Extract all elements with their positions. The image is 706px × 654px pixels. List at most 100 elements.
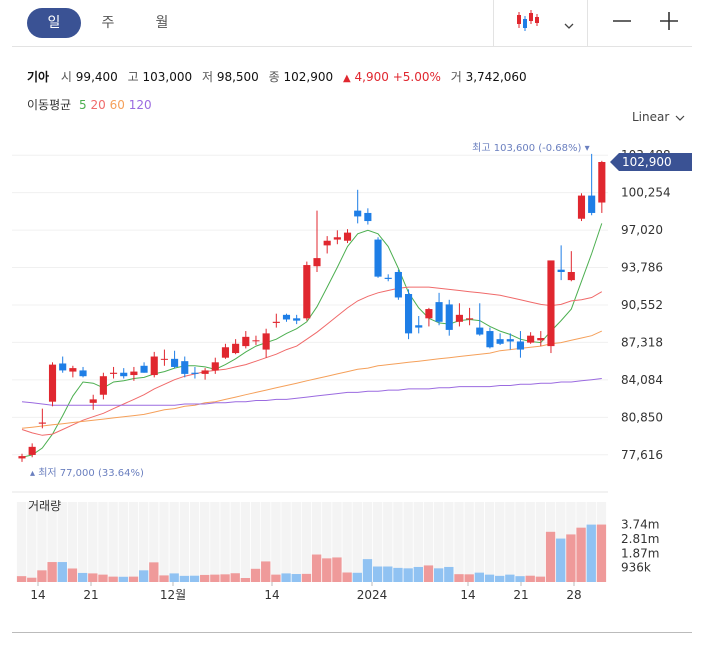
volume-title: 거래량 xyxy=(28,499,61,513)
zoom-out-button[interactable] xyxy=(607,8,637,38)
volume-bg xyxy=(291,502,301,582)
x-tick-label: 14 xyxy=(460,588,475,602)
moving-average-legend[interactable]: 이동평균 5 20 60 120 xyxy=(27,96,152,113)
tab-weekly[interactable]: 주 xyxy=(101,15,115,31)
candle-body xyxy=(48,364,57,402)
volume-bar xyxy=(403,568,413,582)
candle-body xyxy=(435,302,443,322)
ma120-label: 120 xyxy=(128,98,152,112)
volume-bar xyxy=(149,562,159,582)
candle-body xyxy=(262,333,270,350)
volume-bar xyxy=(362,559,373,582)
volume-bar xyxy=(67,568,78,582)
ma20-label: 20 xyxy=(90,98,106,112)
scale-select[interactable]: Linear xyxy=(632,110,685,124)
candle-body xyxy=(496,339,504,344)
volume-bar xyxy=(250,568,261,582)
volume-bg xyxy=(138,502,149,582)
volume-bg xyxy=(495,502,505,582)
volume-tick-label: 936k xyxy=(621,561,651,575)
candle xyxy=(18,453,26,462)
candle xyxy=(343,229,352,244)
candle-body xyxy=(547,260,555,347)
volume-bar xyxy=(454,574,464,582)
y-tick-label: 100,254 xyxy=(621,186,671,200)
chevron-down-icon xyxy=(675,110,685,124)
candle-body xyxy=(38,422,46,424)
candle xyxy=(425,307,433,327)
volume-tick-label: 2.81m xyxy=(621,532,659,546)
volume-bg xyxy=(464,502,474,582)
candle-body xyxy=(272,321,280,323)
volume-bg xyxy=(128,502,139,582)
candle-body xyxy=(120,372,128,377)
high-value: 103,000 xyxy=(142,70,193,84)
candle xyxy=(445,299,453,336)
volume-bg xyxy=(383,502,393,582)
open-label: 시 xyxy=(60,70,72,84)
tab-daily[interactable]: 일 xyxy=(27,8,81,38)
volume-bar xyxy=(47,562,57,582)
candle xyxy=(160,349,168,366)
candle xyxy=(59,356,67,373)
volume-bar xyxy=(98,574,108,582)
volume-bar xyxy=(413,566,423,582)
candle xyxy=(69,365,77,378)
volume-bar xyxy=(545,531,556,582)
candle-body xyxy=(99,376,107,395)
tab-monthly[interactable]: 월 xyxy=(155,15,169,31)
candle xyxy=(527,332,535,344)
minus-icon xyxy=(612,11,632,35)
candle xyxy=(48,362,57,407)
volume-bg xyxy=(535,502,546,582)
volume-bg xyxy=(240,502,251,582)
zoom-in-button[interactable] xyxy=(654,8,684,38)
x-tick-label: 14 xyxy=(30,588,45,602)
candle-body xyxy=(516,341,525,350)
volume-bg xyxy=(301,502,312,582)
low-marker-label: ▴ 최저 77,000 (33.64%) xyxy=(30,467,144,479)
candle xyxy=(313,210,321,272)
x-tick-label: 21 xyxy=(513,588,528,602)
volume-bg xyxy=(444,502,454,582)
candle xyxy=(109,366,118,379)
candle-body xyxy=(466,318,474,320)
volume-bar xyxy=(586,524,596,582)
moving-average-lines xyxy=(21,223,603,458)
candle-body xyxy=(404,294,413,334)
change-arrow-icon: ▲ xyxy=(342,73,351,84)
volume-bar xyxy=(128,576,139,582)
candle-body xyxy=(171,358,179,367)
candle-body xyxy=(69,368,77,372)
y-tick-label: 90,552 xyxy=(621,298,663,312)
axes: 103,488100,25497,02093,78690,55287,31884… xyxy=(28,142,692,602)
candle-body xyxy=(160,358,168,360)
candle-body xyxy=(211,362,219,371)
volume-bar xyxy=(261,561,271,582)
volume-bar xyxy=(596,524,607,582)
candle-body xyxy=(282,314,291,320)
volume-bg xyxy=(372,502,383,582)
candle xyxy=(150,351,158,378)
volume-bg xyxy=(108,502,118,582)
candle xyxy=(404,289,413,340)
y-tick-label: 77,616 xyxy=(621,448,663,462)
volume-tick-label: 3.74m xyxy=(621,518,659,532)
candle xyxy=(415,316,423,334)
candle-body xyxy=(557,269,565,272)
candle-body xyxy=(303,265,311,319)
volume-bar xyxy=(311,554,322,582)
x-tick-label: 21 xyxy=(83,588,98,602)
chart-type-select[interactable] xyxy=(510,8,580,38)
candle-body xyxy=(89,399,97,403)
plus-icon xyxy=(659,11,679,35)
moving-average-label: 이동평균 xyxy=(27,98,72,112)
candle xyxy=(323,236,331,254)
candle xyxy=(506,333,514,350)
candle xyxy=(293,314,301,325)
candle xyxy=(282,313,291,322)
candle xyxy=(28,443,36,458)
volume-bg xyxy=(474,502,485,582)
volume-bar xyxy=(301,573,312,582)
